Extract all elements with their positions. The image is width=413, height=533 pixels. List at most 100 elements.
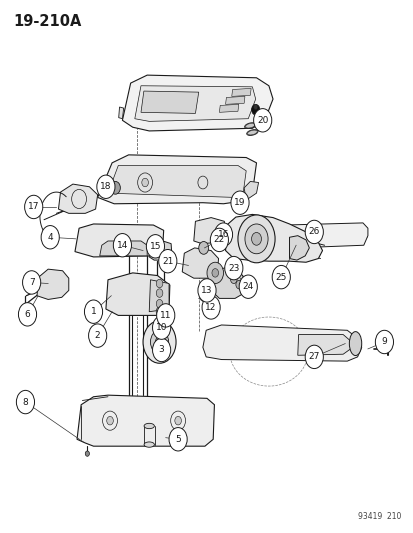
Ellipse shape: [245, 123, 254, 128]
Ellipse shape: [144, 423, 154, 429]
Polygon shape: [225, 96, 244, 104]
Text: 2: 2: [95, 331, 100, 340]
Ellipse shape: [246, 130, 257, 135]
Text: 19-210A: 19-210A: [13, 14, 81, 29]
Polygon shape: [58, 184, 97, 213]
Polygon shape: [97, 155, 256, 204]
Circle shape: [156, 300, 162, 308]
Circle shape: [156, 279, 162, 288]
Text: 19: 19: [234, 198, 245, 207]
Ellipse shape: [169, 441, 178, 445]
Circle shape: [107, 416, 113, 425]
Circle shape: [375, 330, 392, 354]
Text: 24: 24: [242, 282, 253, 291]
Circle shape: [251, 232, 261, 245]
Polygon shape: [193, 217, 225, 244]
Circle shape: [155, 319, 165, 332]
Text: 20: 20: [256, 116, 268, 125]
Ellipse shape: [144, 442, 154, 447]
Text: 26: 26: [308, 228, 319, 237]
Circle shape: [240, 286, 247, 294]
Polygon shape: [211, 268, 246, 298]
Circle shape: [206, 262, 223, 284]
Circle shape: [210, 228, 228, 252]
Ellipse shape: [349, 332, 361, 356]
Circle shape: [156, 304, 174, 327]
Circle shape: [22, 271, 40, 294]
Text: 27: 27: [308, 352, 319, 361]
Circle shape: [150, 330, 168, 354]
Polygon shape: [100, 241, 147, 256]
Polygon shape: [226, 223, 367, 251]
Text: 10: 10: [155, 323, 167, 332]
Circle shape: [251, 104, 259, 115]
Polygon shape: [202, 325, 361, 361]
Text: 22: 22: [213, 236, 224, 245]
Polygon shape: [244, 181, 258, 200]
Text: 9: 9: [381, 337, 387, 346]
Polygon shape: [119, 107, 123, 119]
Polygon shape: [297, 335, 350, 356]
Circle shape: [235, 280, 242, 289]
Text: 12: 12: [205, 303, 216, 312]
Polygon shape: [108, 165, 246, 197]
Circle shape: [253, 104, 257, 110]
Circle shape: [211, 269, 218, 277]
Circle shape: [84, 300, 102, 324]
Text: 17: 17: [28, 203, 39, 212]
Circle shape: [271, 265, 290, 289]
Circle shape: [237, 215, 274, 263]
Polygon shape: [75, 224, 163, 257]
Circle shape: [169, 427, 187, 451]
Circle shape: [152, 338, 170, 362]
Polygon shape: [135, 86, 255, 122]
Circle shape: [110, 181, 120, 194]
Circle shape: [202, 296, 220, 319]
Text: 7: 7: [28, 278, 34, 287]
Circle shape: [239, 275, 257, 298]
Circle shape: [214, 223, 232, 246]
Circle shape: [304, 220, 323, 244]
Circle shape: [230, 275, 237, 284]
Text: 8: 8: [23, 398, 28, 407]
Polygon shape: [37, 269, 69, 300]
Circle shape: [197, 279, 216, 302]
Text: 93419  210: 93419 210: [357, 512, 400, 521]
Polygon shape: [106, 273, 169, 316]
Text: 1: 1: [90, 307, 96, 316]
Circle shape: [113, 233, 131, 257]
Polygon shape: [231, 88, 251, 96]
Circle shape: [224, 256, 242, 280]
Text: 18: 18: [100, 182, 112, 191]
Text: 4: 4: [47, 233, 53, 242]
Circle shape: [244, 224, 268, 254]
Polygon shape: [149, 240, 171, 260]
Circle shape: [152, 316, 170, 340]
Text: 15: 15: [150, 242, 161, 251]
Circle shape: [41, 225, 59, 249]
Circle shape: [253, 109, 271, 132]
Circle shape: [156, 306, 164, 317]
Circle shape: [88, 324, 107, 348]
Polygon shape: [141, 91, 198, 114]
Text: 5: 5: [175, 435, 180, 444]
Text: 23: 23: [228, 264, 239, 272]
Polygon shape: [122, 75, 272, 131]
Polygon shape: [149, 280, 169, 312]
Circle shape: [17, 390, 34, 414]
Circle shape: [146, 235, 164, 258]
Circle shape: [155, 337, 163, 348]
Text: 6: 6: [25, 310, 30, 319]
Polygon shape: [225, 214, 322, 262]
Circle shape: [198, 241, 208, 254]
Polygon shape: [219, 104, 238, 112]
Circle shape: [24, 195, 43, 219]
Circle shape: [85, 451, 89, 456]
Circle shape: [230, 191, 249, 214]
Polygon shape: [289, 236, 309, 260]
Text: 11: 11: [159, 311, 171, 320]
Polygon shape: [182, 248, 218, 278]
Text: 25: 25: [275, 273, 286, 281]
Text: 21: 21: [162, 257, 173, 265]
Polygon shape: [77, 395, 214, 446]
